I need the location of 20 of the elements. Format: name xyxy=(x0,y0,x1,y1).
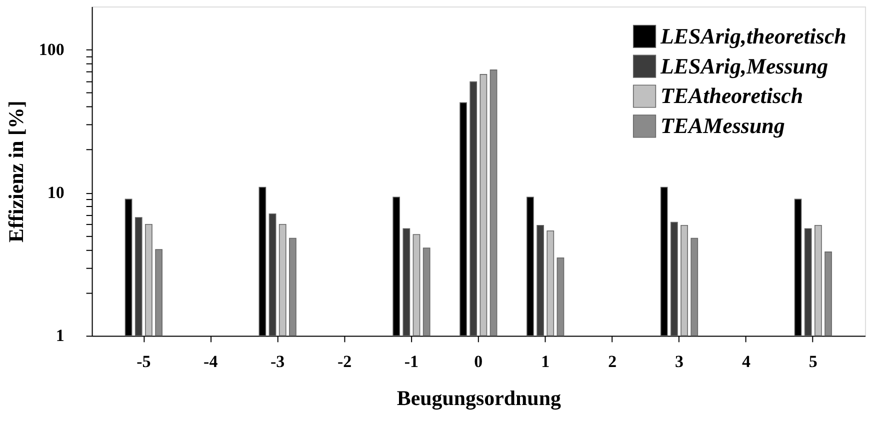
x-tick-label: 2 xyxy=(608,352,617,372)
legend-label: LESArig,theoretisch xyxy=(659,23,846,48)
legend-label: LESArig,Messung xyxy=(659,53,828,78)
x-tick-label: 3 xyxy=(675,352,684,372)
y-tick-label: 10 xyxy=(47,183,64,202)
y-axis-title: Effizienz in [%] xyxy=(4,100,28,243)
x-tick-label: 1 xyxy=(541,352,550,372)
y-tick-label: 1 xyxy=(56,326,64,346)
x-tick-label: 4 xyxy=(742,352,751,372)
x-tick-label: -5 xyxy=(136,352,151,372)
x-tick-label: -3 xyxy=(270,352,285,372)
x-axis-title: Beugungsordnung xyxy=(396,386,562,410)
legend-label: TEAtheoretisch xyxy=(660,83,804,108)
x-tick-label: -1 xyxy=(404,352,419,372)
legend-label: TEAMessung xyxy=(660,113,785,138)
y-tick-label: 100 xyxy=(38,40,64,60)
x-tick-label: -2 xyxy=(337,352,352,372)
x-tick-label: 0 xyxy=(474,352,483,372)
x-tick-label: -4 xyxy=(204,352,218,372)
x-tick-label: 5 xyxy=(808,352,818,372)
